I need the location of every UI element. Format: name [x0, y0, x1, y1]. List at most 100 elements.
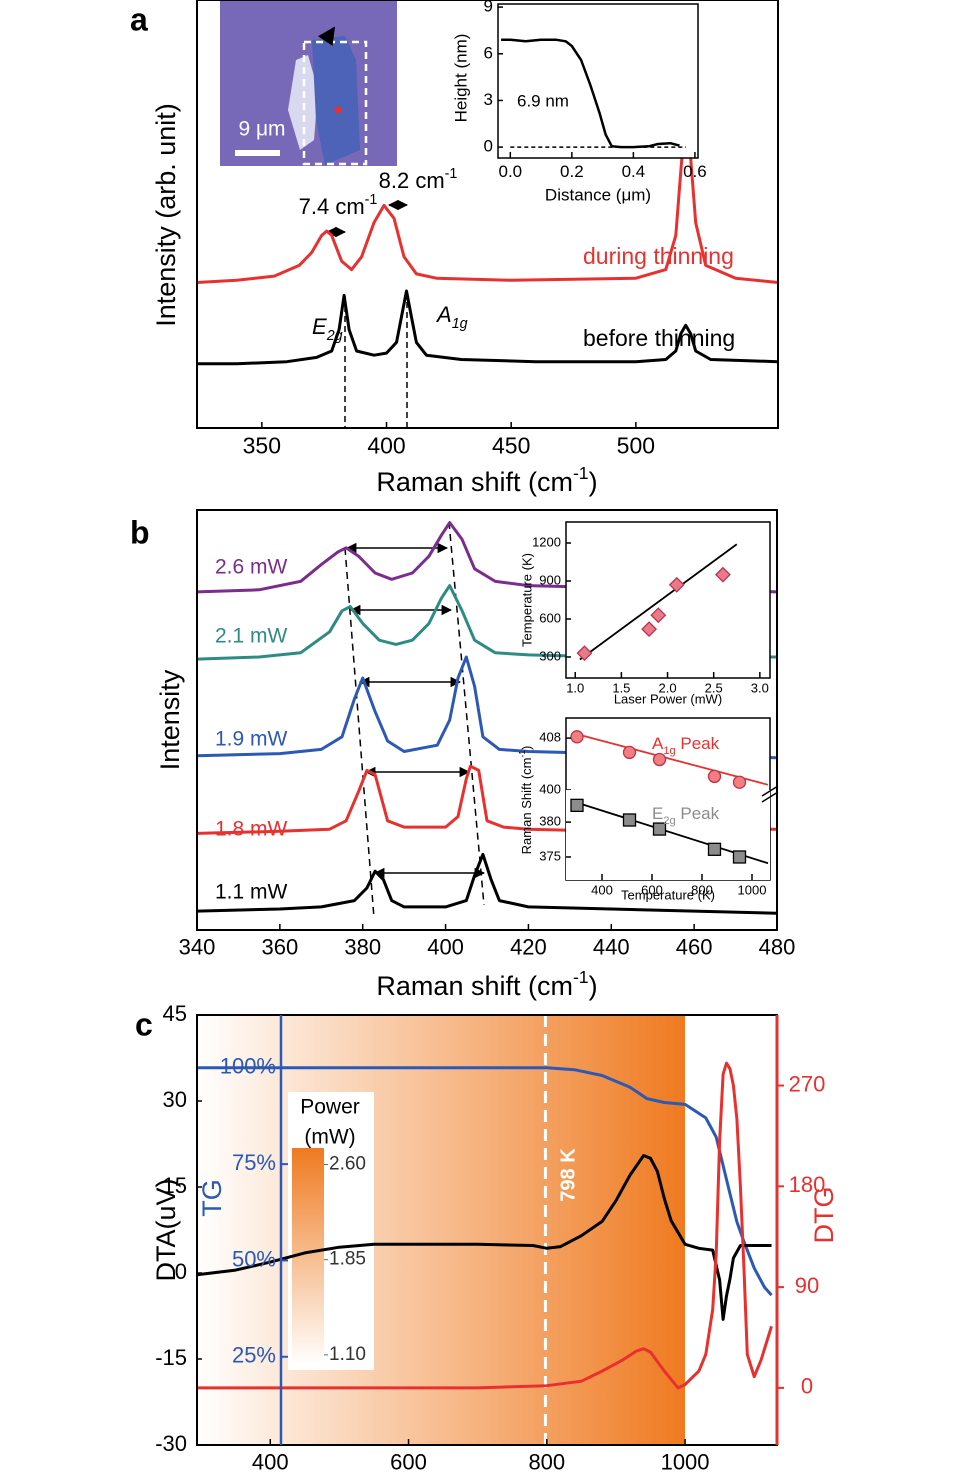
x-tick-label: 600 — [641, 882, 663, 897]
point — [707, 769, 722, 784]
y-tick-label: -15 — [155, 1345, 187, 1370]
x-tick-label: 800 — [528, 1450, 565, 1475]
point — [622, 745, 637, 760]
panel-5: E2g Peak 400 600 800 1000 375 380 Temperature (… — [539, 785, 779, 902]
shift-guides — [344, 521, 486, 919]
colorbar-title: Power — [300, 1096, 360, 1119]
y2-tick-label: 0 — [801, 1374, 813, 1399]
x-tick-label: 0.0 — [498, 162, 522, 181]
y-tick-label: 6 — [484, 43, 493, 62]
annotation: 8.2 cm-1 — [379, 166, 458, 193]
x-tick-label: 2.0 — [658, 680, 676, 695]
series-line — [196, 521, 778, 594]
y-tick-label: 1200 — [532, 534, 561, 549]
series-label: 2.1 mW — [215, 625, 288, 648]
point — [622, 813, 637, 827]
series-label: during thinning — [583, 243, 734, 269]
annotation: A1g — [435, 302, 468, 332]
colorbar-tick-label: 1.85 — [329, 1249, 366, 1270]
x-tick-label: 420 — [510, 935, 547, 960]
y-tick-label: 300 — [539, 648, 561, 663]
y-tick-label: 375 — [539, 848, 561, 863]
y-tick-label: 408 — [539, 730, 561, 745]
x-tick-label: 400 — [427, 935, 464, 960]
point — [732, 850, 747, 864]
colorbar-tick-label: 1.10 — [329, 1344, 366, 1365]
y2-axis-label: DTG — [809, 1187, 839, 1244]
scalebar-label: 9 μm — [238, 118, 285, 141]
series-line — [196, 764, 777, 835]
x-tick-label: 480 — [759, 935, 796, 960]
series-line — [197, 289, 779, 366]
x-axis-label: Raman shift (cm-1) — [376, 967, 597, 1001]
y-axis-label: Intensity (arb. unit) — [151, 103, 181, 327]
y-axis-label: DTA(uV) — [151, 1178, 181, 1281]
series-line — [501, 38, 680, 149]
x-tick-label: 400 — [252, 1450, 289, 1475]
series-line — [196, 852, 778, 915]
x-tick-label: 2.5 — [705, 680, 723, 695]
optical-image — [220, 0, 397, 166]
x-tick-label: 350 — [243, 433, 281, 459]
plot-frame — [196, 509, 778, 931]
series-label: A1g Peak — [652, 734, 720, 756]
point — [576, 645, 593, 662]
y-axis-label: Temperature (K) — [519, 553, 534, 647]
x-tick-label: 360 — [261, 935, 298, 960]
tg-tick-label: 25% — [232, 1343, 276, 1368]
tg-tick-label: 100% — [220, 1054, 276, 1079]
x-tick-label: 460 — [676, 935, 713, 960]
series-line — [196, 1154, 772, 1321]
fit-line — [571, 732, 769, 786]
annotation: E2g — [312, 314, 343, 344]
point — [668, 576, 685, 593]
y-tick-label: 30 — [163, 1087, 187, 1112]
y-tick-label: 0 — [175, 1259, 187, 1284]
x-axis-label: Raman shift (cm-1) — [376, 463, 597, 497]
point — [570, 798, 584, 812]
series-label: E2g Peak — [652, 804, 720, 826]
panel-0: during thinning before thinning 350 400 450 5… — [130, 0, 779, 497]
annotation: 6.9 nm — [517, 91, 569, 110]
x-axis-label: Distance (μm) — [545, 185, 651, 204]
panel-label: a — [130, 1, 148, 37]
series-line — [196, 655, 778, 760]
y-tick-label: 45 — [163, 1001, 187, 1026]
x-tick-label: 1.5 — [612, 680, 630, 695]
y-tick-label: 400 — [539, 781, 561, 796]
y-axis-label: Raman Shift (cm-1) — [517, 746, 534, 855]
x-tick-label: 1.0 — [566, 680, 584, 695]
annotation: 7.4 cm-1 — [299, 192, 378, 219]
panel-2: 1.1 mW 1.8 mW 1.9 mW 2.1 mW 2.6 mW 340 360 380 4… — [130, 509, 796, 1001]
tg-axis-label: TG — [197, 1179, 227, 1217]
point — [715, 566, 731, 583]
x-tick-label: 1000 — [738, 882, 767, 897]
y-tick-label: 15 — [163, 1173, 187, 1198]
y-tick-label: 9 — [484, 0, 493, 16]
series-label: 1.8 mW — [215, 818, 288, 841]
heat-background — [197, 1015, 685, 1445]
y-axis-label: Height (nm) — [451, 34, 470, 123]
marker-label: 798 K — [558, 1148, 580, 1202]
y-tick-label: 380 — [539, 814, 561, 829]
panel-1: 0.0 0.2 0.4 0.6 0 3 6 9 Distance (μm) Height (nm)… — [451, 0, 706, 204]
point — [652, 822, 667, 836]
panel-label: b — [130, 514, 150, 550]
y-tick-label: 600 — [539, 610, 561, 625]
point — [732, 775, 747, 789]
panel-label: c — [135, 1006, 153, 1042]
x-tick-label: 0.2 — [560, 162, 584, 181]
series-label: 1.9 mW — [215, 728, 288, 751]
inset-background — [566, 790, 770, 880]
y-tick-label: -30 — [155, 1431, 187, 1456]
x-tick-label: 800 — [691, 882, 713, 897]
x-tick-label: 1000 — [661, 1450, 710, 1475]
y-tick-label: 3 — [484, 90, 493, 109]
x-tick-label: 400 — [367, 433, 405, 459]
fit-line — [579, 543, 738, 661]
tg-tick-label: 75% — [232, 1150, 276, 1175]
point — [570, 730, 584, 744]
